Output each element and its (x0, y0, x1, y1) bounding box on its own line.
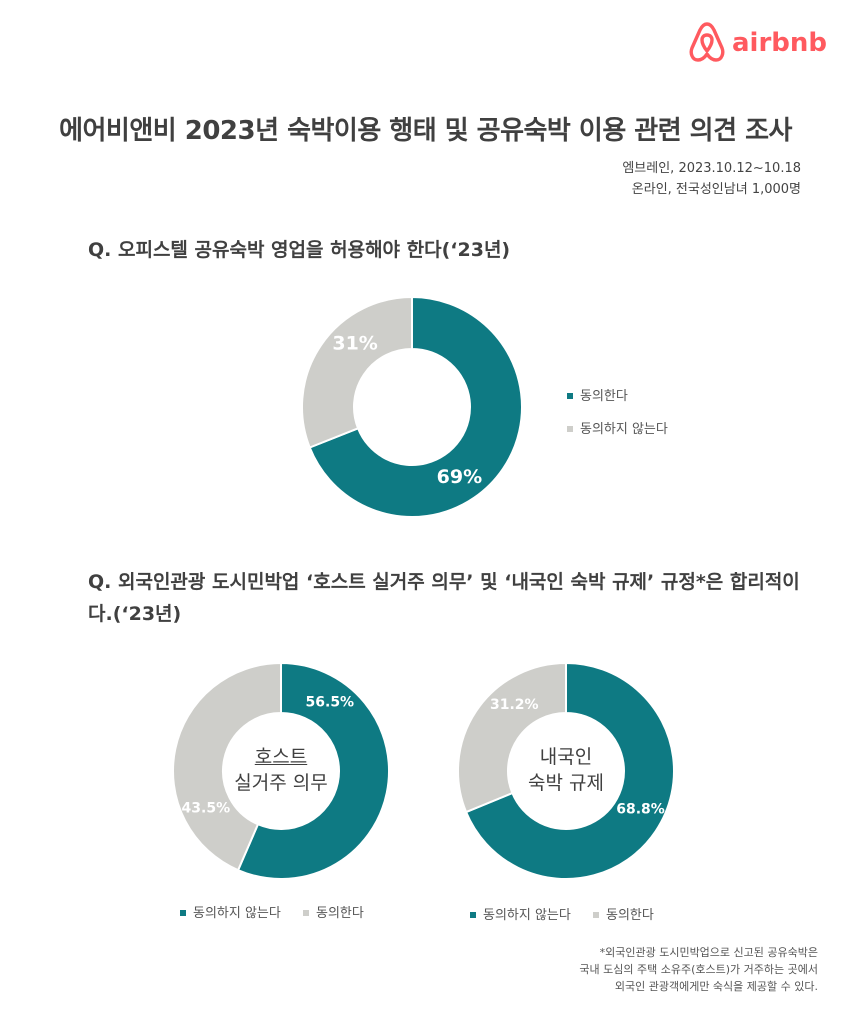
donut-slice-1 (301, 295, 413, 449)
donut-slice-0 (236, 661, 390, 880)
footnote: *외국인관광 도시민박업으로 신고된 공유숙박은 국내 도심의 주택 소유주(호… (579, 944, 818, 995)
center-label-line2: 숙박 규제 (528, 772, 604, 794)
center-label-line1: 내국인 (539, 746, 593, 768)
center-label-line2: 실거주 의무 (234, 772, 328, 794)
airbnb-belo-icon (689, 22, 725, 62)
donut-value-label-0: 69% (437, 466, 482, 488)
donut-chart-domestic-guest: 68.8% 31.2% (457, 661, 675, 880)
survey-source: 엠브레인, 2023.10.12~10.18 (622, 161, 801, 176)
donut-value-label-0: 56.5% (306, 695, 355, 711)
legend-item-disagree: 동의하지 않는다 (470, 904, 571, 923)
legend-q1: 동의한다 동의하지 않는다 (567, 385, 668, 451)
donut-value-label-1: 43.5% (182, 800, 231, 816)
legend-item-agree: 동의한다 (593, 904, 654, 923)
donut-value-label-0: 68.8% (616, 802, 665, 818)
legend-q2-left: 동의하지 않는다 동의한다 (180, 902, 382, 921)
footnote-line1: *외국인관광 도시민박업으로 신고된 공유숙박은 (599, 946, 818, 959)
donut-slice-0 (464, 661, 675, 880)
legend-label-disagree: 동의하지 않는다 (193, 906, 281, 921)
legend-swatch-agree (567, 392, 573, 399)
legend-swatch-disagree (470, 911, 476, 918)
footnote-line2: 국내 도심의 주택 소유주(호스트)가 거주하는 곳에서 (579, 963, 818, 976)
legend-item-agree: 동의한다 (567, 385, 668, 404)
page-title: 에어비앤비 2023년 숙박이용 행태 및 공유숙박 이용 관련 의견 조사 (59, 116, 792, 146)
legend-item-agree: 동의한다 (303, 902, 364, 921)
center-label-domestic-guest: 내국인 숙박 규제 (486, 744, 646, 796)
legend-q2-right: 동의하지 않는다 동의한다 (470, 904, 672, 923)
donut-value-label-1: 31.2% (490, 697, 539, 713)
legend-item-disagree: 동의하지 않는다 (180, 902, 281, 921)
legend-label-agree: 동의한다 (316, 906, 364, 921)
donut-chart-officetel: 69% 31% (301, 295, 523, 518)
center-label-host-residence: 호스트 실거주 의무 (201, 744, 361, 796)
donut-slice-1 (172, 661, 282, 872)
donut-chart-host-residence: 56.5% 43.5% (172, 661, 390, 880)
legend-swatch-agree (303, 909, 309, 916)
legend-label-agree: 동의한다 (580, 389, 628, 404)
airbnb-logo: airbnb (688, 20, 828, 72)
legend-label-agree: 동의한다 (606, 908, 654, 923)
donut-slice-1 (457, 661, 567, 814)
survey-meta: 엠브레인, 2023.10.12~10.18 온라인, 전국성인남녀 1,000… (622, 158, 801, 200)
question-2: Q. 외국인관광 도시민박업 ‘호스트 실거주 의무’ 및 ‘내국인 숙박 규제… (88, 571, 800, 625)
airbnb-wordmark: airbnb (732, 28, 828, 58)
legend-label-disagree: 동의하지 않는다 (483, 908, 571, 923)
legend-swatch-agree (593, 911, 599, 918)
legend-swatch-disagree (567, 425, 573, 432)
legend-swatch-disagree (180, 909, 186, 916)
center-label-line1: 호스트 (254, 746, 308, 768)
donut-slice-0 (308, 295, 523, 518)
legend-label-disagree: 동의하지 않는다 (580, 422, 668, 437)
question-1: Q. 오피스텔 공유숙박 영업을 허용해야 한다(‘23년) (88, 239, 511, 261)
donut-value-label-1: 31% (332, 332, 377, 354)
survey-sample: 온라인, 전국성인남녀 1,000명 (631, 182, 801, 197)
legend-item-disagree: 동의하지 않는다 (567, 418, 668, 437)
footnote-line3: 외국인 관광객에게만 숙식을 제공할 수 있다. (614, 980, 818, 993)
